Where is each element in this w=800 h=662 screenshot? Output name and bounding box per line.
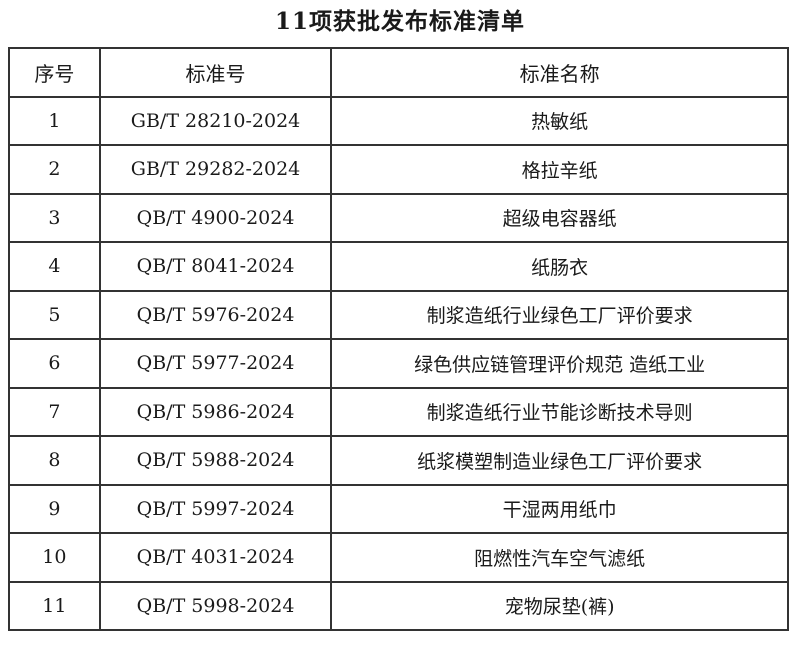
table-row: 7 QB/T 5986-2024 制浆造纸行业节能诊断技术导则 bbox=[8, 386, 789, 437]
table-row: 5 QB/T 5976-2024 制浆造纸行业绿色工厂评价要求 bbox=[8, 289, 789, 340]
row-index: 2 bbox=[8, 144, 101, 195]
table-row: 2 GB/T 29282-2024 格拉辛纸 bbox=[8, 144, 789, 195]
standards-table: 序号 标准号 标准名称 1 GB/T 28210-2024 热敏纸 2 GB/T 292… bbox=[8, 47, 789, 631]
row-index: 1 bbox=[8, 95, 101, 146]
row-standard-number: QB/T 5998-2024 bbox=[98, 580, 333, 631]
row-standard-name: 干湿两用纸巾 bbox=[330, 483, 789, 534]
row-standard-number: GB/T 28210-2024 bbox=[98, 95, 333, 146]
row-index: 11 bbox=[8, 580, 101, 631]
row-index: 3 bbox=[8, 192, 101, 243]
row-standard-name: 超级电容器纸 bbox=[330, 192, 789, 243]
row-standard-number: QB/T 5997-2024 bbox=[98, 483, 333, 534]
header-row: 序号 标准号 标准名称 bbox=[8, 47, 789, 98]
row-standard-name: 制浆造纸行业绿色工厂评价要求 bbox=[330, 289, 789, 340]
row-index: 9 bbox=[8, 483, 101, 534]
header-index: 序号 bbox=[8, 47, 101, 98]
table-row: 9 QB/T 5997-2024 干湿两用纸巾 bbox=[8, 483, 789, 534]
row-standard-number: GB/T 29282-2024 bbox=[98, 144, 333, 195]
row-standard-number: QB/T 5988-2024 bbox=[98, 435, 333, 486]
header-standard-number: 标准号 bbox=[98, 47, 333, 98]
table-row: 3 QB/T 4900-2024 超级电容器纸 bbox=[8, 192, 789, 243]
row-standard-name: 宠物尿垫(裤) bbox=[330, 580, 789, 631]
row-standard-name: 纸肠衣 bbox=[330, 241, 789, 292]
row-standard-number: QB/T 8041-2024 bbox=[98, 241, 333, 292]
row-index: 4 bbox=[8, 241, 101, 292]
row-index: 10 bbox=[8, 532, 101, 583]
table-row: 4 QB/T 8041-2024 纸肠衣 bbox=[8, 241, 789, 292]
row-standard-name: 阻燃性汽车空气滤纸 bbox=[330, 532, 789, 583]
row-standard-number: QB/T 4900-2024 bbox=[98, 192, 333, 243]
row-standard-number: QB/T 5976-2024 bbox=[98, 289, 333, 340]
row-index: 5 bbox=[8, 289, 101, 340]
row-standard-name: 制浆造纸行业节能诊断技术导则 bbox=[330, 386, 789, 437]
table-row: 1 GB/T 28210-2024 热敏纸 bbox=[8, 95, 789, 146]
row-standard-name: 绿色供应链管理评价规范 造纸工业 bbox=[330, 338, 789, 389]
table-row: 8 QB/T 5988-2024 纸浆模塑制造业绿色工厂评价要求 bbox=[8, 435, 789, 486]
row-index: 8 bbox=[8, 435, 101, 486]
row-standard-number: QB/T 5977-2024 bbox=[98, 338, 333, 389]
header-standard-name: 标准名称 bbox=[330, 47, 789, 98]
row-standard-name: 格拉辛纸 bbox=[330, 144, 789, 195]
row-standard-name: 纸浆模塑制造业绿色工厂评价要求 bbox=[330, 435, 789, 486]
row-standard-number: QB/T 5986-2024 bbox=[98, 386, 333, 437]
row-index: 6 bbox=[8, 338, 101, 389]
row-standard-name: 热敏纸 bbox=[330, 95, 789, 146]
table-row: 11 QB/T 5998-2024 宠物尿垫(裤) bbox=[8, 580, 789, 631]
row-index: 7 bbox=[8, 386, 101, 437]
row-standard-number: QB/T 4031-2024 bbox=[98, 532, 333, 583]
document-title: 11项获批发布标准清单 bbox=[274, 8, 525, 35]
table-row: 6 QB/T 5977-2024 绿色供应链管理评价规范 造纸工业 bbox=[8, 338, 789, 389]
table-row: 10 QB/T 4031-2024 阻燃性汽车空气滤纸 bbox=[8, 532, 789, 583]
